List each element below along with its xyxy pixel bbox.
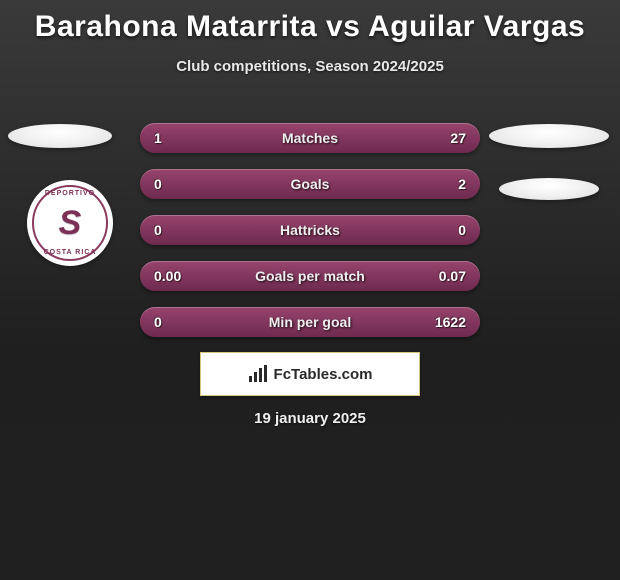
club-badge: DEPORTIVO S COSTA RICA [27, 180, 113, 266]
stat-right-value: 1622 [435, 314, 466, 330]
stat-row: 1 Matches 27 [140, 123, 480, 153]
stat-label: Goals [291, 176, 330, 192]
stat-right-value: 2 [458, 176, 466, 192]
stat-row: 0 Goals 2 [140, 169, 480, 199]
subtitle: Club competitions, Season 2024/2025 [0, 58, 620, 75]
date-text: 19 january 2025 [0, 410, 620, 427]
stat-label: Matches [282, 130, 338, 146]
image-placeholder-oval [489, 124, 609, 148]
chart-bars-icon [248, 365, 268, 383]
image-placeholder-oval [8, 124, 112, 148]
stat-left-value: 1 [154, 130, 162, 146]
main-title: Barahona Matarrita vs Aguilar Vargas [0, 0, 620, 44]
stat-label: Hattricks [280, 222, 340, 238]
brand-card[interactable]: FcTables.com [200, 352, 420, 396]
stat-label: Min per goal [269, 314, 351, 330]
stat-right-value: 27 [450, 130, 466, 146]
image-placeholder-oval [499, 178, 599, 200]
stat-right-value: 0 [458, 222, 466, 238]
stat-row: 0.00 Goals per match 0.07 [140, 261, 480, 291]
brand-text: FcTables.com [274, 366, 373, 383]
badge-text-bottom: COSTA RICA [44, 249, 97, 256]
stat-left-value: 0 [154, 222, 162, 238]
club-badge-inner: DEPORTIVO S COSTA RICA [32, 185, 108, 261]
badge-letter: S [59, 204, 82, 243]
comparison-infographic: Barahona Matarrita vs Aguilar Vargas Clu… [0, 0, 620, 580]
stat-left-value: 0 [154, 314, 162, 330]
badge-text-top: DEPORTIVO [45, 190, 95, 197]
stat-left-value: 0 [154, 176, 162, 192]
stat-left-value: 0.00 [154, 268, 181, 284]
stat-label: Goals per match [255, 268, 365, 284]
stat-row: 0 Hattricks 0 [140, 215, 480, 245]
stat-right-value: 0.07 [439, 268, 466, 284]
stat-row: 0 Min per goal 1622 [140, 307, 480, 337]
